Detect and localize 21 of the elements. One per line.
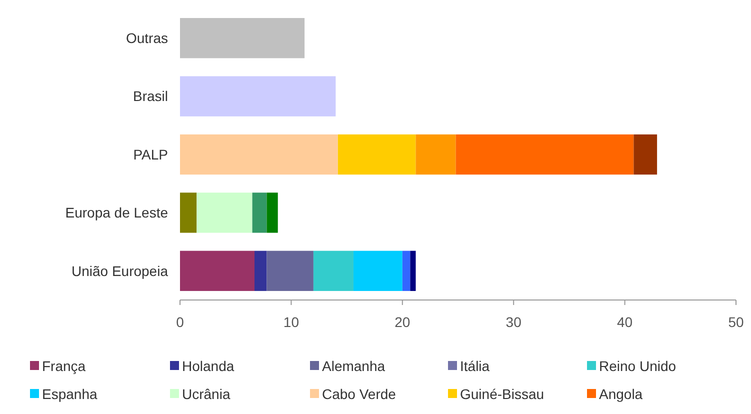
legend-label: Holanda: [182, 358, 234, 374]
legend-label: Ucrânia: [182, 386, 230, 402]
legend-label: Espanha: [42, 386, 98, 402]
x-tick-label: 40: [617, 314, 633, 330]
legend-label: Reino Unido: [599, 358, 676, 374]
x-tick-label: 20: [394, 314, 410, 330]
x-tick-label: 10: [283, 314, 300, 330]
legend-label: Guiné-Bissau: [460, 386, 544, 402]
y-tick-label: Europa de Leste: [65, 204, 168, 221]
legend-label: França: [42, 358, 86, 374]
y-tick-label: União Europeia: [71, 262, 168, 279]
x-tick-label: 50: [728, 314, 744, 330]
y-tick-label: Outras: [126, 30, 168, 46]
x-tick-label: 0: [176, 314, 184, 330]
legend-label: Angola: [599, 386, 643, 402]
legend-label: Alemanha: [322, 358, 386, 374]
y-tick-label: PALP: [133, 146, 168, 162]
legend-label: Cabo Verde: [322, 386, 396, 402]
legend-label: Itália: [460, 358, 490, 374]
y-tick-label: Brasil: [132, 88, 168, 104]
x-tick-label: 30: [506, 314, 522, 330]
